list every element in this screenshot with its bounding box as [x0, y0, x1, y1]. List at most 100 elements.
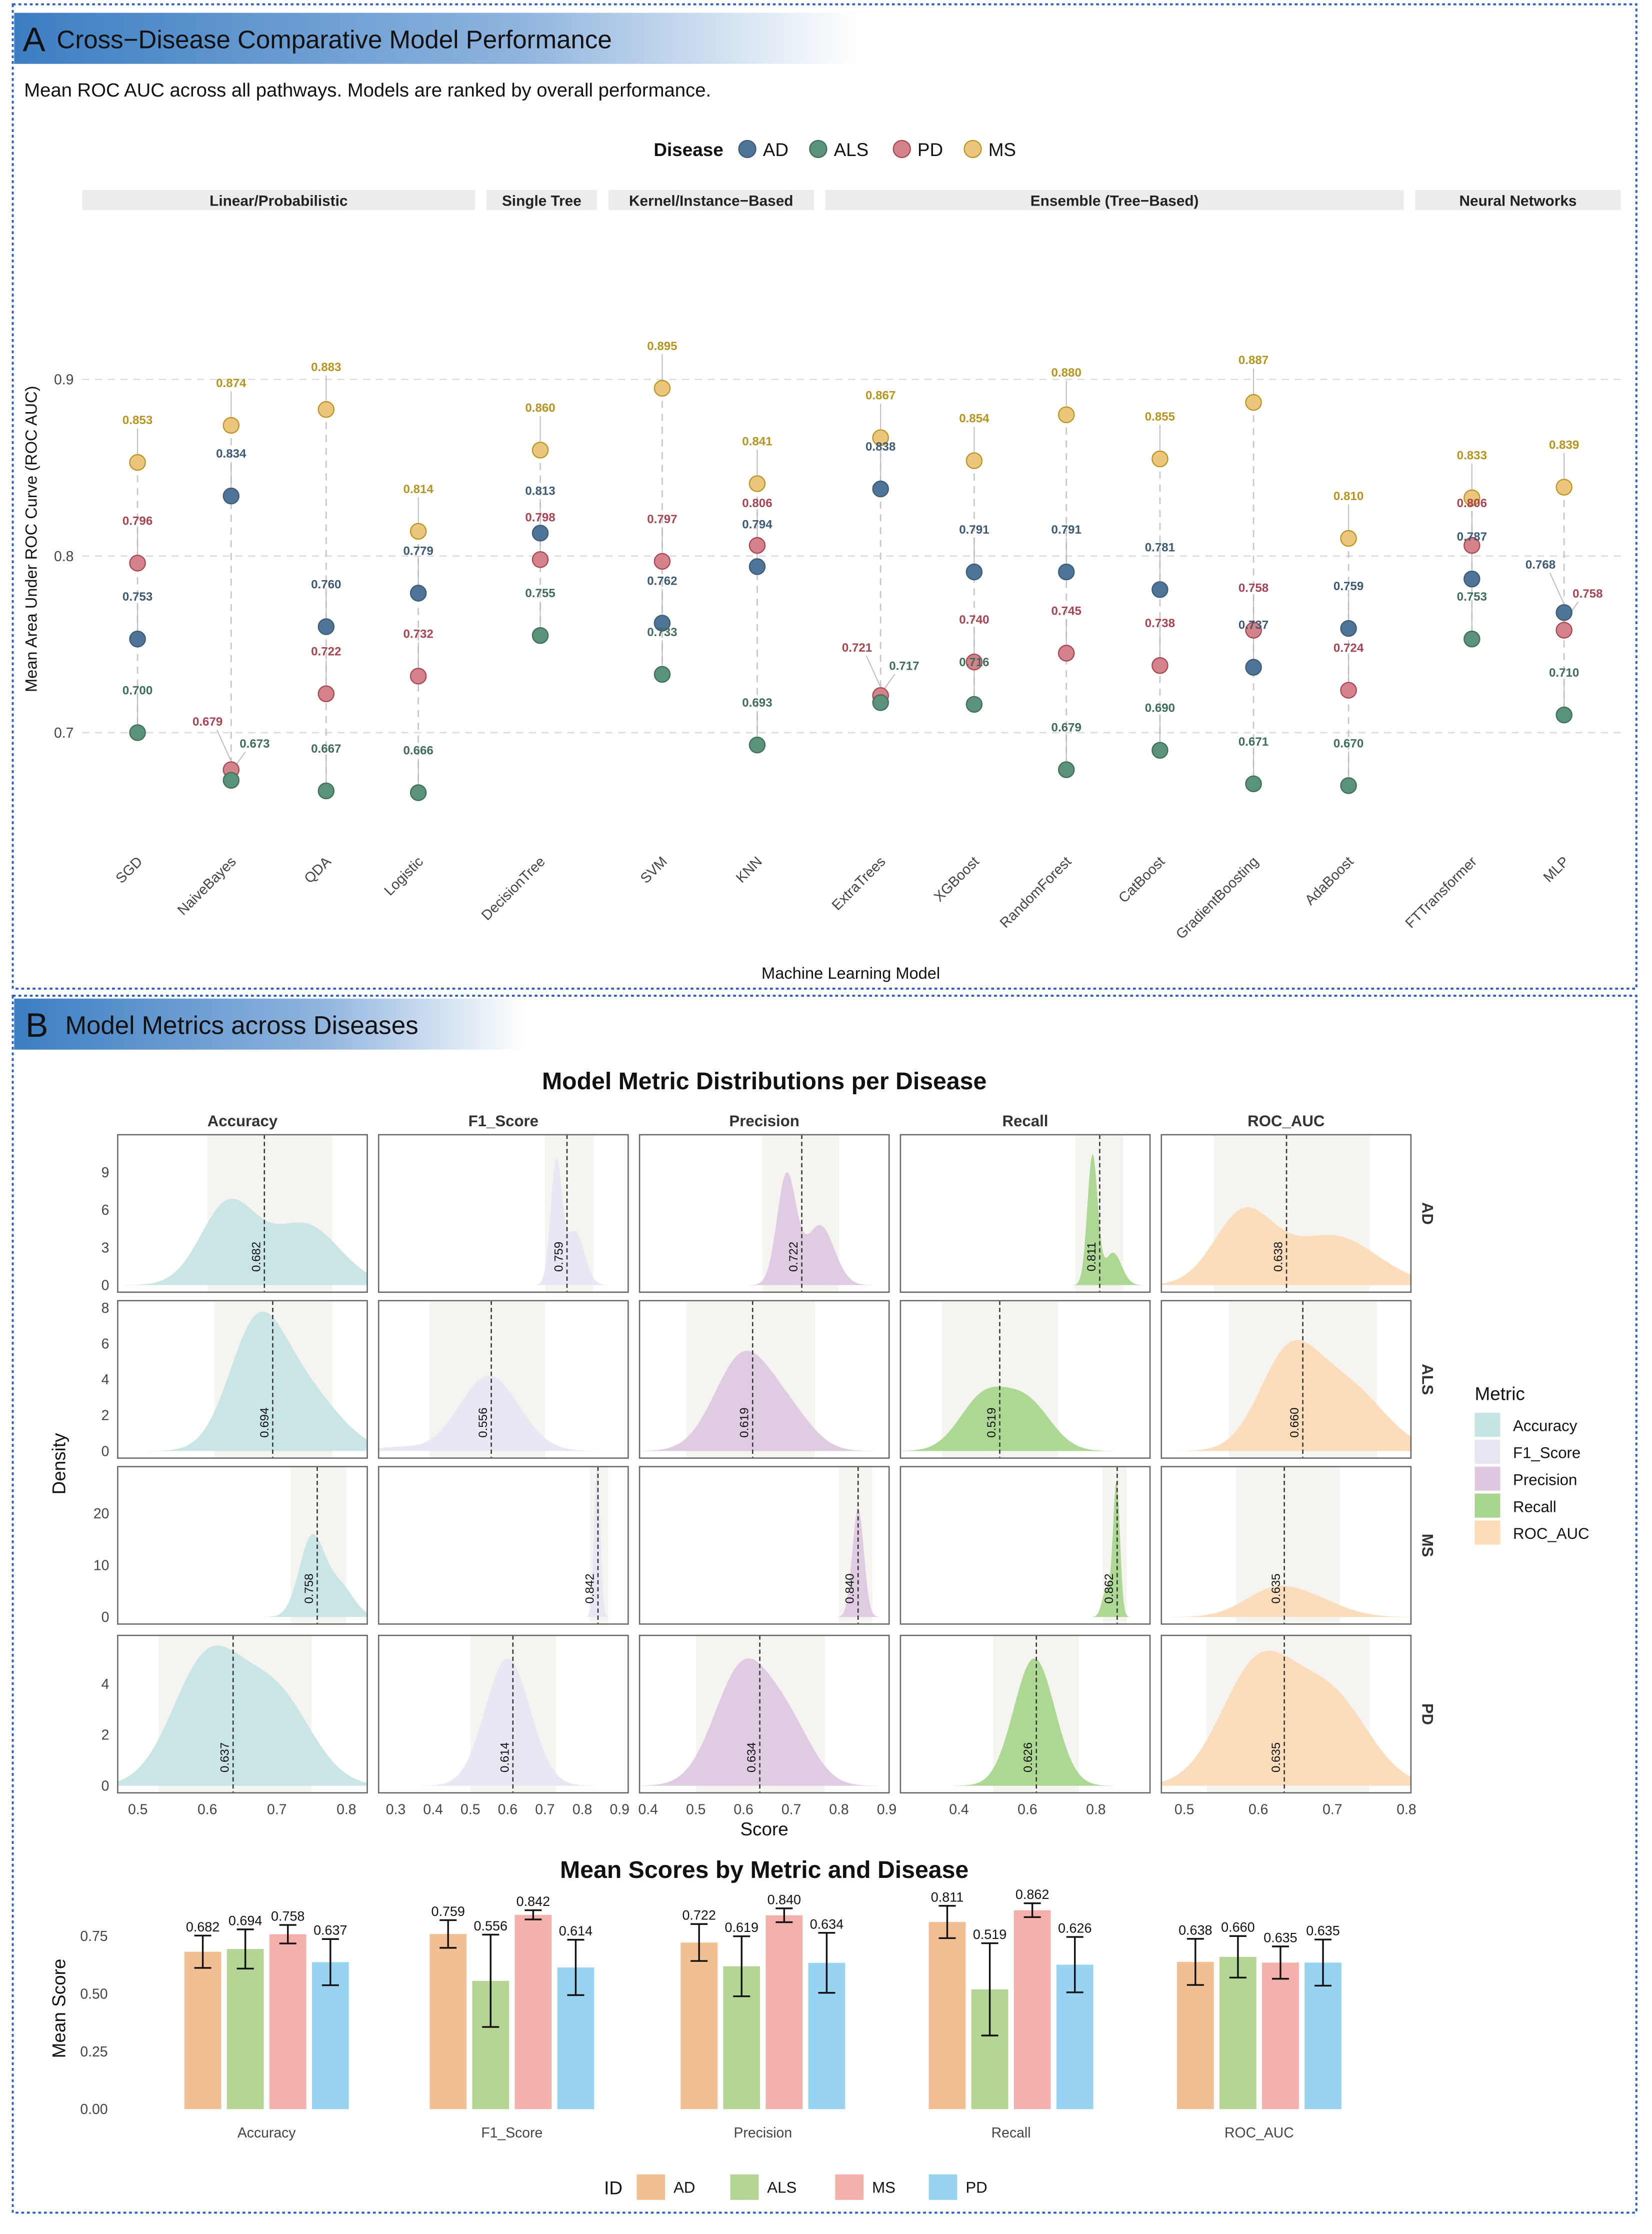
point-pd[interactable]	[748, 537, 766, 554]
legend-item-f1_score[interactable]: F1_Score	[1474, 1439, 1580, 1464]
bar-pd-f1_score[interactable]: 0.614	[557, 1923, 594, 2109]
point-ad[interactable]	[654, 615, 671, 632]
point-ad[interactable]	[1152, 581, 1168, 598]
legend-item-ad[interactable]: AD	[738, 140, 788, 160]
bar-als-precision[interactable]: 0.619	[723, 1920, 760, 2109]
point-als[interactable]	[1556, 706, 1572, 724]
bar-ms-f1_score[interactable]: 0.842	[514, 1894, 552, 2109]
panel-border	[378, 1634, 629, 1794]
legend-label: ALS	[767, 2179, 796, 2196]
point-ms[interactable]	[410, 523, 427, 540]
point-als[interactable]	[1245, 775, 1262, 793]
bar-ms-accuracy[interactable]: 0.758	[269, 1909, 306, 2109]
point-als[interactable]	[1152, 742, 1168, 759]
point-pd[interactable]	[1058, 645, 1075, 662]
legend-item-precision[interactable]: Precision	[1474, 1466, 1577, 1491]
point-ms[interactable]	[1152, 450, 1168, 468]
point-pd[interactable]	[129, 555, 146, 572]
bar-ad-recall[interactable]: 0.811	[928, 1889, 966, 2109]
legend-item-accuracy[interactable]: Accuracy	[1474, 1412, 1578, 1437]
legend-item-pd[interactable]: PD	[892, 140, 943, 160]
point-pd[interactable]	[410, 668, 427, 685]
point-ms[interactable]	[748, 475, 766, 492]
point-ad[interactable]	[318, 618, 335, 635]
point-ms[interactable]	[129, 454, 146, 471]
legend-item-ms[interactable]: MS	[964, 140, 1016, 160]
point-ad[interactable]	[1556, 604, 1572, 621]
point-ms[interactable]	[1340, 530, 1357, 547]
point-als[interactable]	[1340, 777, 1357, 794]
point-ad[interactable]	[872, 480, 889, 498]
point-pd[interactable]	[318, 685, 335, 702]
point-ms[interactable]	[318, 401, 335, 418]
point-ad[interactable]	[748, 558, 766, 575]
y-tick-label: 0.8	[54, 549, 74, 565]
point-pd[interactable]	[1152, 657, 1168, 674]
point-als[interactable]	[410, 784, 427, 801]
point-pd[interactable]	[1464, 537, 1480, 554]
bar-pd-roc_auc[interactable]: 0.635	[1304, 1923, 1342, 2109]
bar-pd-precision[interactable]: 0.634	[808, 1916, 846, 2109]
point-pd[interactable]	[1340, 682, 1357, 699]
point-als[interactable]	[222, 772, 240, 789]
bar-pd-accuracy[interactable]: 0.637	[312, 1923, 349, 2109]
point-ms[interactable]	[872, 429, 889, 447]
legend-item-recall[interactable]: Recall	[1474, 1493, 1556, 1518]
value-label-pd: 0.798	[525, 511, 555, 524]
legend-item-ms[interactable]: MS	[835, 2174, 896, 2200]
bar-ad-precision[interactable]: 0.722	[680, 1908, 718, 2109]
point-ms[interactable]	[654, 380, 671, 397]
bar-als-recall[interactable]: 0.519	[971, 1927, 1008, 2109]
point-als[interactable]	[318, 782, 335, 800]
point-ms[interactable]	[1245, 394, 1262, 411]
point-als[interactable]	[872, 694, 889, 711]
point-ad[interactable]	[1464, 571, 1480, 588]
point-ad[interactable]	[1245, 659, 1262, 676]
point-als[interactable]	[966, 696, 983, 713]
bar-als-accuracy[interactable]: 0.694	[226, 1913, 264, 2109]
legend-item-als[interactable]: ALS	[809, 140, 868, 160]
point-als[interactable]	[129, 724, 146, 741]
point-ms[interactable]	[1464, 489, 1480, 507]
point-ad[interactable]	[222, 488, 240, 505]
legend-label: PD	[918, 140, 943, 160]
point-als[interactable]	[748, 736, 766, 754]
point-ad[interactable]	[129, 631, 146, 648]
point-pd[interactable]	[1245, 622, 1262, 639]
bar-ad-f1_score[interactable]: 0.759	[430, 1904, 467, 2109]
point-ad[interactable]	[966, 563, 983, 581]
point-pd[interactable]	[1556, 622, 1572, 639]
label-leader	[1549, 573, 1565, 605]
point-ad[interactable]	[1058, 563, 1075, 581]
panel-border	[117, 1634, 368, 1794]
point-pd[interactable]	[654, 553, 671, 570]
legend-item-roc_auc[interactable]: ROC_AUC	[1474, 1520, 1590, 1545]
point-als[interactable]	[1464, 631, 1480, 648]
point-ms[interactable]	[532, 442, 549, 459]
density-area	[378, 1658, 628, 1786]
point-ms[interactable]	[1556, 479, 1572, 496]
legend-item-als[interactable]: ALS	[730, 2174, 797, 2200]
point-ms[interactable]	[222, 417, 240, 434]
point-als[interactable]	[1058, 761, 1075, 778]
point-ms[interactable]	[966, 452, 983, 469]
bar-ms-recall[interactable]: 0.862	[1014, 1887, 1051, 2109]
point-ad[interactable]	[1340, 620, 1357, 637]
bar-als-roc_auc[interactable]: 0.660	[1220, 1920, 1256, 2109]
legend-item-pd[interactable]: PD	[928, 2174, 988, 2200]
point-ad[interactable]	[410, 585, 427, 602]
bar-pd-recall[interactable]: 0.626	[1056, 1921, 1094, 2109]
point-als[interactable]	[654, 666, 671, 683]
bar-ad-accuracy[interactable]: 0.682	[184, 1919, 222, 2109]
point-als[interactable]	[532, 627, 549, 644]
point-pd[interactable]	[532, 551, 549, 568]
bar-als-f1_score[interactable]: 0.556	[472, 1918, 510, 2109]
bar-ad-roc_auc[interactable]: 0.638	[1176, 1922, 1214, 2109]
point-pd[interactable]	[966, 653, 983, 671]
point-ms[interactable]	[1058, 406, 1075, 424]
bar-ms-precision[interactable]: 0.840	[766, 1892, 803, 2109]
bar-ms-roc_auc[interactable]: 0.635	[1262, 1930, 1299, 2109]
point-ad[interactable]	[532, 525, 549, 542]
legend-item-ad[interactable]: AD	[636, 2174, 695, 2200]
x-tick-label: 0.5	[1174, 1801, 1194, 1817]
